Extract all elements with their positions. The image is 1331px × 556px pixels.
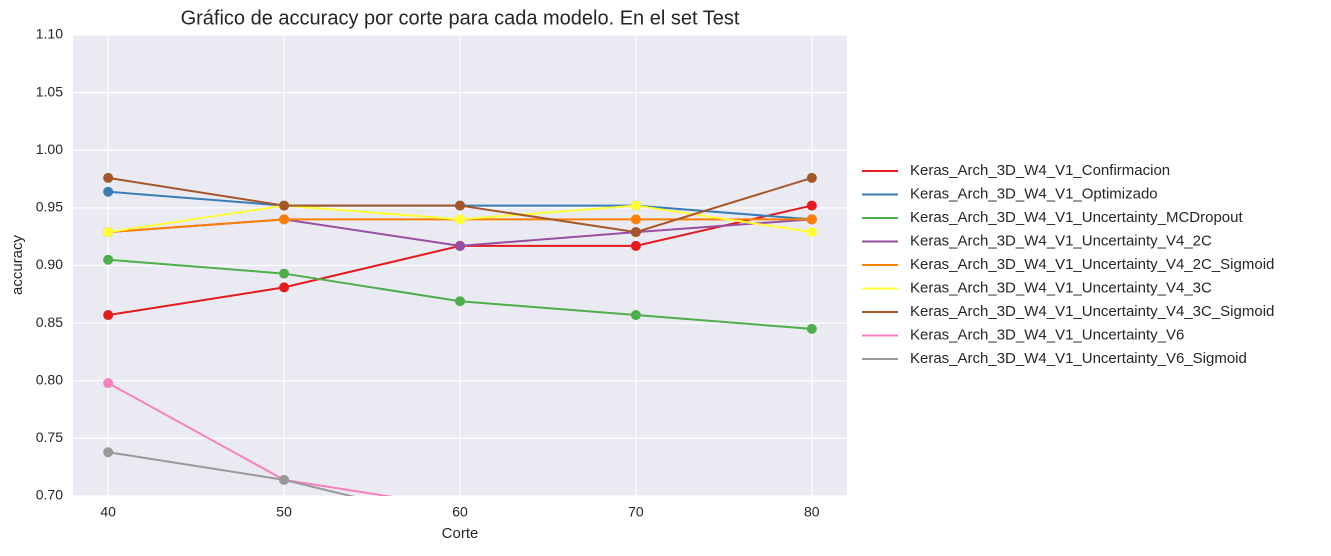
data-point [279, 200, 290, 211]
data-point [630, 214, 641, 225]
data-point [631, 543, 641, 551]
data-point [103, 186, 114, 197]
data-point [807, 529, 817, 539]
data-point [455, 296, 465, 307]
series-line [108, 451, 355, 496]
data-point [279, 214, 290, 225]
data-point [806, 227, 817, 238]
data-point [103, 254, 114, 265]
data-point [806, 200, 817, 211]
legend-label: Keras_Arch_3D_W4_V1_Uncertainty_V6 [910, 326, 1184, 343]
data-point [630, 240, 641, 251]
data-point [103, 447, 114, 458]
y-tick-label: 0.90 [36, 256, 63, 272]
y-tick-label: 0.95 [36, 199, 63, 215]
x-tick-label: 60 [452, 504, 468, 520]
legend-label: Keras_Arch_3D_W4_V1_Uncertainty_V4_2C_Si… [910, 256, 1274, 273]
legend-label: Keras_Arch_3D_W4_V1_Uncertainty_V6_Sigmo… [910, 350, 1247, 367]
data-point [103, 227, 114, 238]
y-tick-label: 0.85 [36, 314, 63, 330]
data-point [455, 240, 465, 251]
legend-label: Keras_Arch_3D_W4_V1_Uncertainty_V4_3C [910, 279, 1212, 296]
data-point [279, 268, 290, 279]
data-point [279, 474, 290, 485]
y-tick-label: 0.75 [36, 429, 63, 445]
y-tick-label: 0.70 [36, 487, 63, 503]
legend-label: Keras_Arch_3D_W4_V1_Uncertainty_V4_3C_Si… [910, 303, 1274, 320]
legend-label: Keras_Arch_3D_W4_V1_Optimizado [910, 185, 1158, 202]
data-point [630, 227, 641, 238]
x-tick-label: 70 [628, 504, 644, 520]
data-point [631, 529, 641, 539]
y-tick-label: 1.00 [36, 141, 63, 157]
y-axis-label: accuracy [9, 234, 26, 295]
x-tick-label: 50 [276, 504, 292, 520]
data-point [103, 378, 114, 389]
data-point [103, 172, 114, 183]
data-point [806, 214, 817, 225]
y-tick-label: 1.10 [36, 26, 63, 42]
data-point [806, 323, 817, 334]
legend-label: Keras_Arch_3D_W4_V1_Confirmacion [910, 162, 1170, 179]
data-point [279, 282, 290, 293]
data-point [807, 543, 817, 551]
data-point [630, 310, 641, 321]
data-point [630, 200, 641, 211]
x-tick-label: 80 [804, 504, 820, 520]
chart-title: Gráfico de accuracy por corte para cada … [181, 7, 740, 29]
legend-label: Keras_Arch_3D_W4_V1_Uncertainty_MCDropou… [910, 209, 1243, 226]
data-point [103, 310, 114, 321]
x-axis-label: Corte [442, 525, 479, 542]
y-tick-label: 1.05 [36, 83, 63, 99]
y-tick-label: 0.80 [36, 371, 63, 387]
data-point [806, 172, 817, 183]
legend-label: Keras_Arch_3D_W4_V1_Uncertainty_V4_2C [910, 232, 1212, 249]
data-point [455, 200, 465, 211]
x-tick-label: 40 [100, 504, 116, 520]
data-point [455, 214, 465, 225]
series-line [107, 382, 394, 496]
